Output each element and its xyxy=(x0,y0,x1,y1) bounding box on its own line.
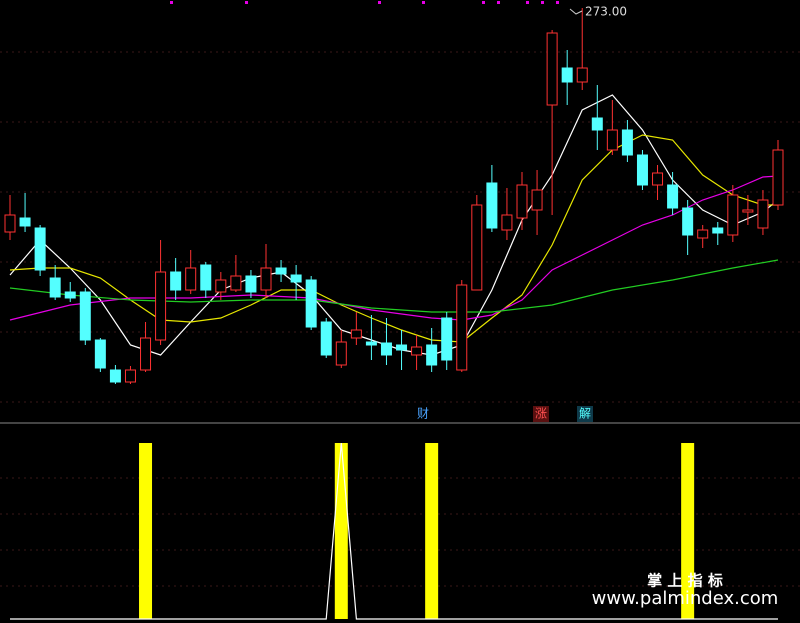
candle-body xyxy=(636,154,648,186)
signal-panel xyxy=(10,442,778,620)
dot xyxy=(482,1,485,4)
annotation: 解 xyxy=(579,407,591,421)
watermark-title: 掌 上 指 标 xyxy=(647,572,723,590)
signal-bar xyxy=(139,443,153,619)
candle-body xyxy=(200,264,212,291)
moving-average xyxy=(9,175,779,321)
candle-body xyxy=(335,341,347,366)
candle-body xyxy=(471,204,483,291)
candle-body xyxy=(320,321,332,356)
candle-body xyxy=(305,279,317,328)
candle-body xyxy=(215,279,227,293)
candle-body xyxy=(49,277,61,298)
candle-body xyxy=(426,344,438,366)
candle-body xyxy=(742,209,754,213)
moving-average xyxy=(9,134,778,343)
candle-body xyxy=(727,194,739,236)
candle-body xyxy=(64,291,76,299)
candle-body xyxy=(140,337,152,371)
candle-body xyxy=(185,267,197,291)
candle-body xyxy=(501,214,513,231)
candle-body xyxy=(109,369,121,383)
watermark-url: www.palmindex.com xyxy=(592,588,779,609)
candle-body xyxy=(260,267,272,291)
candle-body xyxy=(290,274,302,283)
dot xyxy=(245,1,248,4)
candle-body xyxy=(772,149,784,206)
price-panel xyxy=(4,8,784,384)
candle-body xyxy=(697,229,709,239)
candle-body xyxy=(652,172,664,186)
dot xyxy=(526,1,529,4)
candle-body xyxy=(34,227,46,271)
dot xyxy=(170,1,173,4)
signal-bar xyxy=(425,443,439,619)
dot xyxy=(378,1,381,4)
candle-body xyxy=(4,214,16,233)
candle-body xyxy=(124,369,136,383)
dot xyxy=(541,1,544,4)
dot xyxy=(556,1,559,4)
dot xyxy=(497,1,500,4)
candle-body xyxy=(411,346,423,356)
signal-bar xyxy=(681,443,695,619)
candle-body xyxy=(350,329,362,339)
candle-body xyxy=(621,129,633,156)
candle-body xyxy=(275,267,287,275)
candle-body xyxy=(380,342,392,356)
candle-body xyxy=(531,189,543,211)
candle-body xyxy=(19,217,31,227)
candle-body xyxy=(245,275,257,293)
annotation-bg xyxy=(533,406,549,422)
max-pointer xyxy=(569,8,583,15)
candle-body xyxy=(712,227,724,234)
candle-body xyxy=(441,317,453,361)
signal-line xyxy=(10,442,778,620)
candle-body xyxy=(757,199,769,229)
signal-bar xyxy=(334,443,348,619)
candle-body xyxy=(667,184,679,209)
candle-body xyxy=(456,284,468,371)
dot xyxy=(422,1,425,4)
candle-body xyxy=(561,67,573,83)
candle-body xyxy=(486,182,498,229)
candle-body xyxy=(94,339,106,369)
candle-body xyxy=(365,341,377,346)
annotation: 涨 xyxy=(535,406,547,421)
moving-average xyxy=(9,94,779,356)
candle-body xyxy=(591,117,603,131)
candle-body xyxy=(396,344,408,351)
top-dots xyxy=(170,1,559,4)
candle-body xyxy=(79,291,91,341)
candle-body xyxy=(230,275,242,291)
candle-body xyxy=(516,184,528,219)
grid xyxy=(0,51,800,587)
max-label: 273.00 xyxy=(585,5,627,19)
candle-body xyxy=(155,271,167,341)
annotation: 财 xyxy=(417,407,429,421)
candle-body xyxy=(682,207,694,236)
candle-body xyxy=(170,271,182,291)
candle-body xyxy=(546,32,558,106)
moving-average xyxy=(9,259,779,313)
candle-body xyxy=(606,129,618,151)
annotation-bg xyxy=(577,406,593,422)
candle-body xyxy=(576,67,588,83)
